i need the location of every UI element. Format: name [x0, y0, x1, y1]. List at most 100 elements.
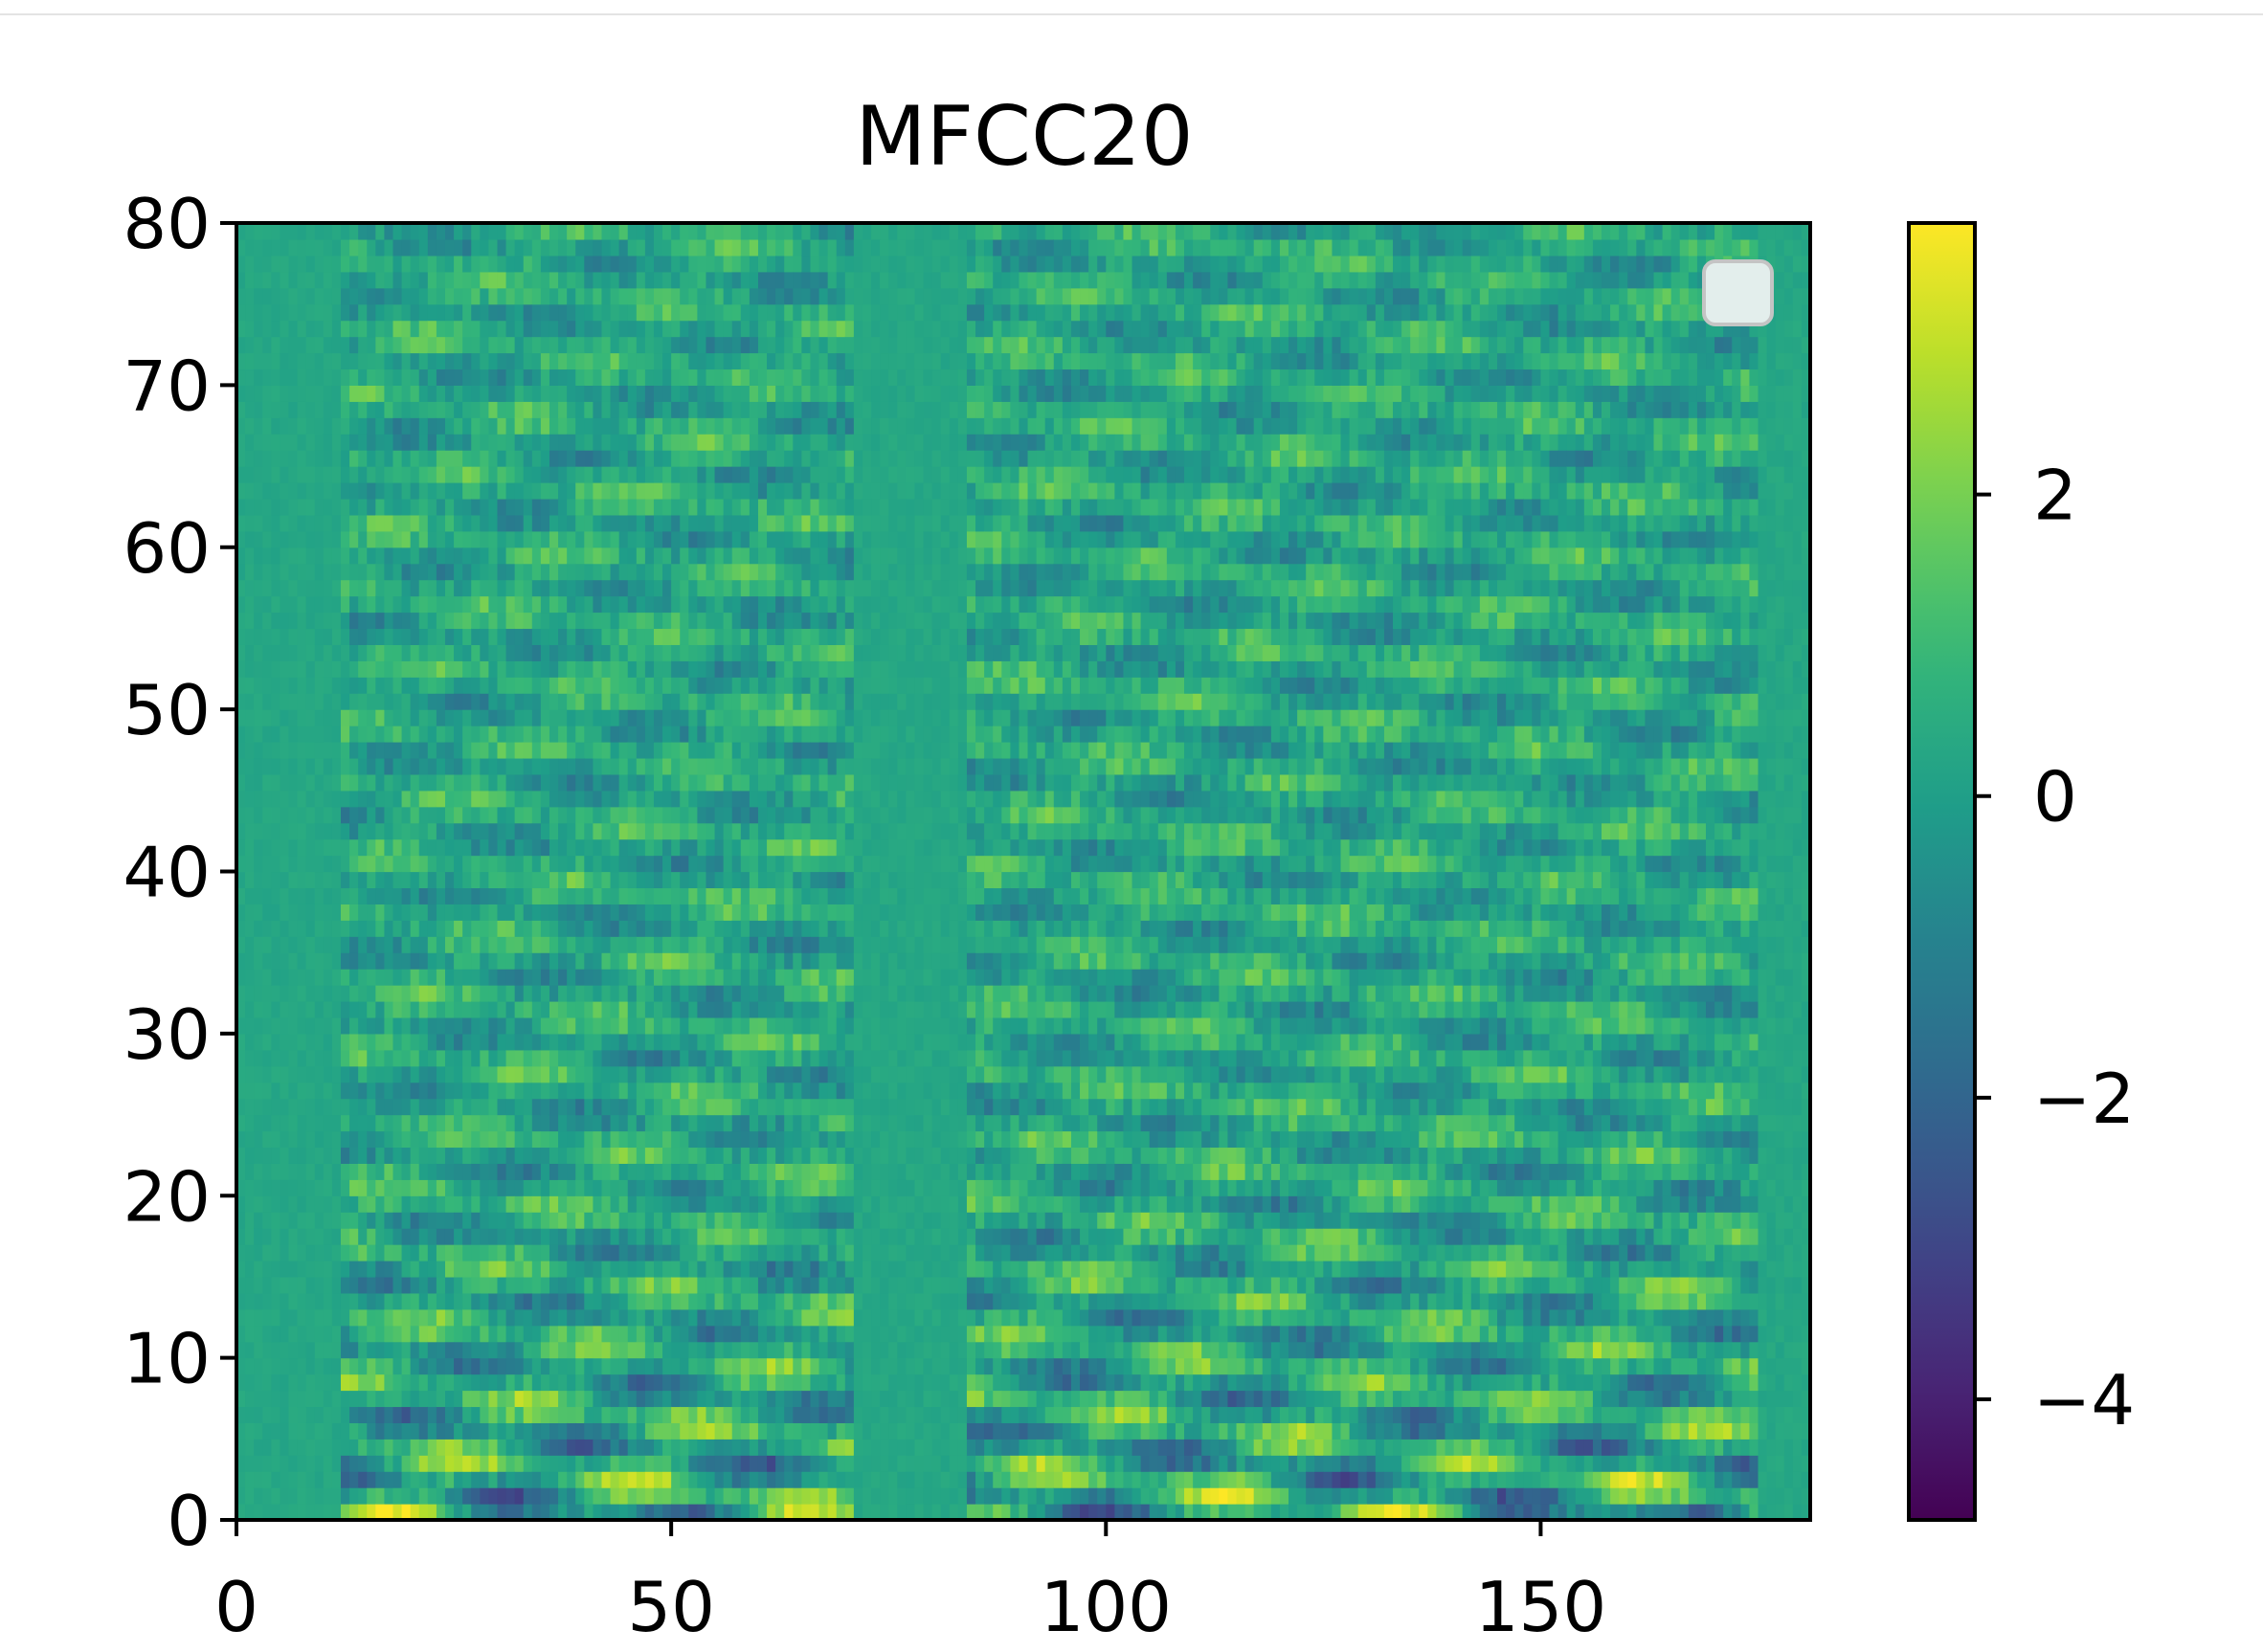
heatmap-cell: [662, 1082, 672, 1100]
heatmap-cell: [288, 547, 299, 565]
heatmap-cell: [305, 1276, 316, 1294]
heatmap-cell: [740, 352, 751, 370]
heatmap-cell: [401, 1261, 412, 1278]
heatmap-cell: [601, 887, 612, 904]
heatmap-cell: [271, 969, 281, 986]
heatmap-cell: [757, 790, 768, 808]
heatmap-cell: [349, 1082, 359, 1100]
heatmap-cell: [480, 255, 489, 273]
heatmap-cell: [593, 1244, 603, 1261]
heatmap-cell: [305, 1179, 316, 1196]
heatmap-cell: [367, 644, 376, 661]
heatmap-cell: [314, 1422, 325, 1440]
heatmap-cell: [497, 1114, 507, 1132]
heatmap-cell: [340, 1228, 350, 1245]
heatmap-cell: [714, 1016, 725, 1035]
heatmap-cell: [531, 644, 542, 661]
heatmap-cell: [349, 1033, 359, 1051]
heatmap-cell: [680, 628, 689, 645]
heatmap-cell: [262, 320, 272, 338]
heatmap-cell: [331, 417, 342, 435]
heatmap-cell: [688, 1212, 698, 1229]
heatmap-cell: [531, 1292, 542, 1310]
heatmap-cell: [531, 1228, 542, 1245]
heatmap-cell: [514, 514, 525, 532]
heatmap-cell: [384, 563, 394, 581]
heatmap-cell: [706, 223, 716, 240]
heatmap-cell: [358, 1001, 368, 1018]
heatmap-cell: [471, 644, 481, 661]
heatmap-cell: [297, 838, 307, 857]
heatmap-cell: [740, 1179, 751, 1196]
heatmap-cell: [454, 1357, 463, 1375]
heatmap-cell: [280, 498, 290, 516]
heatmap-cell: [262, 417, 272, 435]
heatmap-cell: [367, 1373, 376, 1392]
heatmap-cell: [714, 628, 725, 645]
heatmap-cell: [601, 757, 612, 775]
heatmap-cell: [488, 1455, 499, 1472]
heatmap-cell: [462, 482, 472, 500]
heatmap-cell: [288, 238, 299, 257]
heatmap-cell: [444, 579, 455, 597]
heatmap-cell: [601, 595, 612, 614]
heatmap-cell: [271, 1439, 281, 1456]
heatmap-cell: [636, 1098, 646, 1116]
heatmap-cell: [627, 742, 638, 759]
heatmap-cell: [706, 612, 716, 630]
heatmap-cell: [305, 498, 316, 516]
heatmap-cell: [262, 1098, 272, 1116]
heatmap-cell: [575, 1065, 585, 1083]
heatmap-cell: [680, 904, 689, 921]
heatmap-cell: [723, 287, 733, 305]
heatmap-cell: [375, 1130, 386, 1149]
heatmap-cell: [340, 434, 350, 451]
heatmap-cell: [471, 1325, 481, 1343]
heatmap-cell: [358, 1373, 368, 1392]
heatmap-cell: [384, 1487, 394, 1505]
heatmap-cell: [567, 920, 576, 937]
heatmap-cell: [488, 773, 499, 792]
heatmap-cell: [514, 742, 525, 759]
heatmap-cell: [584, 1179, 594, 1196]
heatmap-cell: [723, 1357, 733, 1375]
heatmap-cell: [584, 887, 594, 904]
heatmap-cell: [567, 936, 576, 953]
heatmap-cell: [454, 1308, 463, 1327]
heatmap-cell: [271, 1292, 281, 1310]
heatmap-cell: [480, 920, 489, 937]
heatmap-cell: [688, 1292, 698, 1310]
heatmap-cell: [462, 742, 472, 759]
heatmap-cell: [314, 709, 325, 726]
heatmap-cell: [680, 644, 689, 661]
heatmap-cell: [610, 1147, 620, 1164]
heatmap-cell: [749, 563, 759, 581]
heatmap-cell: [653, 1471, 663, 1488]
heatmap-cell: [288, 1439, 299, 1456]
heatmap-cell: [662, 969, 672, 986]
heatmap-cell: [731, 1439, 742, 1456]
heatmap-cell: [436, 1082, 446, 1100]
heatmap-cell: [584, 920, 594, 937]
heatmap-cell: [627, 336, 638, 354]
heatmap-cell: [514, 498, 525, 516]
heatmap-cell: [305, 660, 316, 678]
heatmap-cell: [688, 1504, 698, 1521]
heatmap-cell: [358, 660, 368, 678]
heatmap-cell: [480, 757, 489, 775]
heatmap-cell: [601, 417, 612, 435]
heatmap-cell: [410, 726, 420, 743]
heatmap-cell: [514, 320, 525, 338]
heatmap-cell: [305, 1261, 316, 1278]
heatmap-cell: [444, 677, 455, 694]
heatmap-cell: [767, 320, 776, 338]
heatmap-cell: [375, 709, 386, 726]
heatmap-cell: [340, 871, 350, 889]
heatmap-cell: [367, 1179, 376, 1196]
heatmap-cell: [514, 693, 525, 710]
heatmap-cell: [740, 1406, 751, 1423]
heatmap-cell: [497, 773, 507, 792]
heatmap-cell: [392, 936, 403, 953]
heatmap-cell: [714, 1049, 725, 1067]
heatmap-cell: [618, 336, 629, 354]
